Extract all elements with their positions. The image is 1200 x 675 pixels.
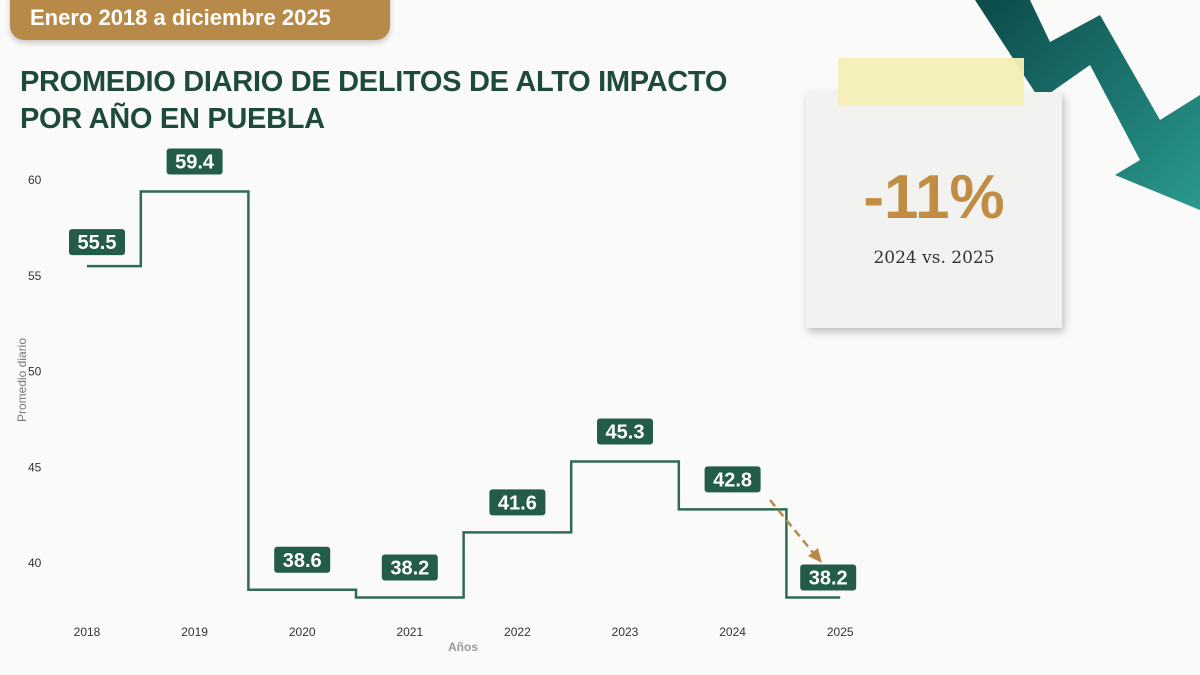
data-label: 45.3 bbox=[606, 422, 645, 444]
title-line-1: PROMEDIO DIARIO DE DELITOS DE ALTO IMPAC… bbox=[20, 66, 728, 98]
y-axis-label: Promedio diario bbox=[15, 338, 29, 422]
data-label: 42.8 bbox=[713, 469, 752, 491]
y-tick-label: 45 bbox=[28, 460, 42, 474]
decline-arrow bbox=[769, 499, 816, 556]
data-label-box bbox=[69, 229, 125, 256]
data-label-box bbox=[381, 554, 438, 581]
chart-title: PROMEDIO DIARIO DE DELITOS DE ALTO IMPAC… bbox=[20, 64, 727, 138]
data-label: 38.6 bbox=[283, 550, 322, 572]
data-label-box bbox=[166, 148, 223, 175]
callout-value: -11% bbox=[863, 163, 1005, 232]
date-range-badge: Enero 2018 a diciembre 2025 bbox=[10, 0, 390, 40]
x-tick-label: 2023 bbox=[612, 625, 639, 639]
y-tick-label: 40 bbox=[28, 556, 42, 570]
x-tick-label: 2022 bbox=[504, 625, 531, 639]
title-line-2: POR AÑO EN PUEBLA bbox=[20, 103, 325, 135]
data-label: 38.2 bbox=[809, 567, 848, 589]
x-tick-label: 2019 bbox=[181, 625, 208, 639]
y-tick-label: 60 bbox=[28, 173, 42, 187]
data-label-box bbox=[489, 489, 546, 516]
x-axis-label: Años bbox=[448, 640, 478, 654]
tape-decoration bbox=[838, 58, 1024, 106]
data-label: 59.4 bbox=[175, 151, 215, 173]
data-label: 41.6 bbox=[498, 492, 537, 514]
decline-arrowhead bbox=[808, 548, 822, 563]
y-tick-label: 55 bbox=[28, 269, 42, 283]
data-label-box bbox=[704, 466, 761, 493]
data-label-box bbox=[800, 564, 857, 591]
chart: 40 45 50 55 60 2018 2019 2020 2021 2022 2023 2024 20… bbox=[15, 148, 857, 654]
data-label: 38.2 bbox=[390, 557, 429, 579]
data-label-box bbox=[274, 546, 331, 573]
x-tick-label: 2020 bbox=[289, 625, 316, 639]
data-label: 55.5 bbox=[78, 232, 117, 254]
x-tick-label: 2024 bbox=[719, 625, 746, 639]
y-tick-label: 50 bbox=[28, 365, 42, 379]
series-line bbox=[87, 190, 841, 599]
x-tick-label: 2025 bbox=[827, 625, 854, 639]
x-tick-label: 2018 bbox=[74, 625, 101, 639]
callout-note bbox=[806, 92, 1062, 328]
x-tick-label: 2021 bbox=[396, 625, 423, 639]
data-label-box bbox=[597, 418, 653, 445]
callout-comparison: 2024 vs. 2025 bbox=[873, 248, 995, 268]
